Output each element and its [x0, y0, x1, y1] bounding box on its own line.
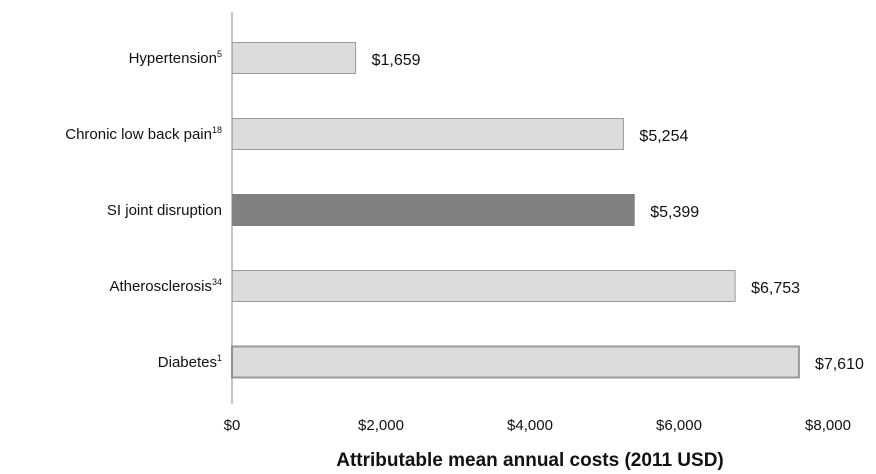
value-labels: $1,659 $5,254 $5,399 $6,753 $7,610 [372, 52, 864, 373]
x-tick-label: $8,000 [805, 417, 851, 434]
bar-diabetes [231, 345, 800, 379]
value-label: $1,659 [372, 52, 421, 69]
bar-atherosclerosis [231, 270, 736, 302]
x-tick-label: $0 [224, 417, 241, 434]
category-label: Atherosclerosis34 [109, 277, 222, 295]
bar-si-joint-disruption [231, 194, 635, 226]
bars-group [231, 42, 800, 379]
x-tick-label: $6,000 [656, 417, 702, 434]
category-label: Hypertension5 [129, 49, 222, 67]
value-label: $7,610 [815, 356, 864, 373]
value-label: $5,399 [650, 204, 699, 221]
category-labels: Hypertension5 Chronic low back pain18 SI j… [65, 49, 222, 371]
x-axis-title: Attributable mean annual costs (2011 USD… [336, 450, 724, 471]
x-tick-label: $2,000 [358, 417, 404, 434]
bar-chronic-low-back-pain [231, 118, 624, 150]
x-axis-ticks: $0 $2,000 $4,000 $6,000 $8,000 [224, 417, 851, 434]
value-label: $6,753 [751, 280, 800, 297]
category-label: Diabetes1 [158, 353, 222, 371]
category-label: SI joint disruption [107, 202, 222, 219]
bar-hypertension [231, 42, 357, 74]
category-label: Chronic low back pain18 [65, 125, 222, 143]
value-label: $5,254 [639, 128, 688, 145]
x-tick-label: $4,000 [507, 417, 553, 434]
